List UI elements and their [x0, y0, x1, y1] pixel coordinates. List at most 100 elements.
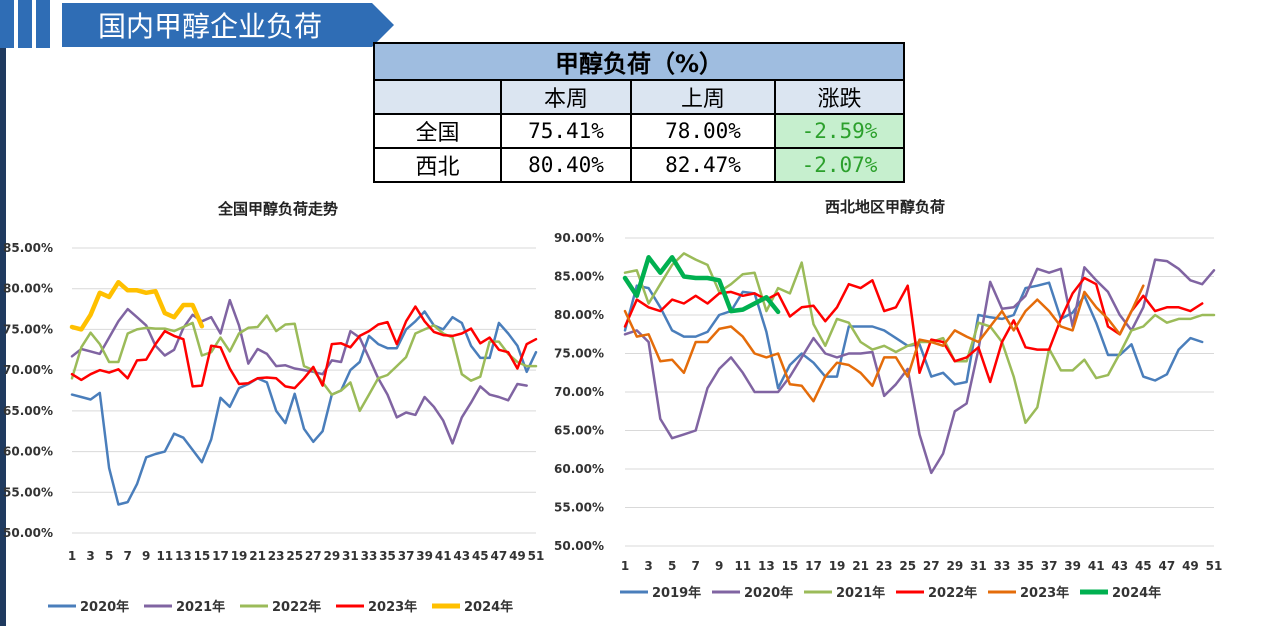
table-row: 全国 75.41% 78.00% -2.59%	[373, 113, 905, 149]
series-line-2	[70, 314, 538, 413]
x-tick-label: 7	[124, 549, 132, 563]
x-tick-label: 37	[1041, 559, 1058, 573]
x-tick-label: 25	[286, 549, 303, 563]
x-tick-label: 5	[668, 559, 676, 573]
x-tick-label: 51	[1206, 559, 1223, 573]
legend-label: 2022年	[272, 599, 321, 615]
this-week-value: 80.40%	[500, 147, 632, 183]
banner-shape	[62, 3, 394, 47]
change-value: -2.59%	[774, 113, 905, 149]
x-tick-label: 11	[734, 559, 751, 573]
x-tick-label: 47	[1159, 559, 1176, 573]
x-tick-label: 43	[453, 549, 470, 563]
x-tick-label: 15	[194, 549, 211, 563]
this-week-value: 75.41%	[500, 113, 632, 149]
last-week-value: 78.00%	[630, 113, 776, 149]
y-tick-label: 70.00%	[554, 385, 604, 399]
x-tick-label: 25	[899, 559, 916, 573]
series-line-3	[70, 305, 538, 390]
y-tick-label: 70.00%	[3, 363, 53, 377]
x-tick-label: 7	[692, 559, 700, 573]
legend-label: 2021年	[176, 599, 225, 615]
header-stripe-2	[18, 0, 32, 48]
change-value: -2.07%	[774, 147, 905, 183]
x-tick-label: 9	[715, 559, 723, 573]
table-corner-cell	[373, 79, 502, 115]
x-tick-label: 9	[142, 549, 150, 563]
chart-title: 西北地区甲醇负荷	[825, 198, 945, 216]
x-tick-label: 27	[305, 549, 322, 563]
x-tick-label: 29	[946, 559, 963, 573]
row-region: 全国	[373, 113, 502, 149]
legend-label: 2022年	[928, 585, 977, 601]
x-tick-label: 33	[361, 549, 378, 563]
series-line-3	[623, 276, 1204, 384]
header-stripe-3	[36, 0, 50, 48]
chart-title: 全国甲醇负荷走势	[217, 200, 338, 218]
x-tick-label: 13	[758, 559, 775, 573]
legend-label: 2021年	[836, 585, 885, 601]
x-tick-label: 5	[105, 549, 113, 563]
x-tick-label: 45	[472, 549, 489, 563]
table-row: 西北 80.40% 82.47% -2.07%	[373, 147, 905, 183]
x-tick-label: 31	[342, 549, 359, 563]
x-tick-label: 49	[1182, 559, 1199, 573]
header-stripe-1	[0, 0, 14, 48]
x-tick-label: 49	[509, 549, 526, 563]
series-line-0	[70, 310, 538, 506]
y-tick-label: 50.00%	[554, 539, 604, 553]
legend-label: 2019年	[652, 585, 701, 601]
x-tick-label: 23	[876, 559, 893, 573]
x-tick-label: 47	[491, 549, 508, 563]
column-header-last-week: 上周	[630, 79, 776, 115]
y-tick-label: 65.00%	[3, 404, 53, 418]
y-tick-label: 50.00%	[3, 526, 53, 540]
page-title: 国内甲醇企业负荷	[98, 10, 323, 43]
x-tick-label: 21	[249, 549, 266, 563]
x-tick-label: 3	[644, 559, 652, 573]
y-tick-label: 60.00%	[554, 462, 604, 476]
x-tick-label: 39	[416, 549, 433, 563]
x-tick-label: 27	[923, 559, 940, 573]
y-tick-label: 55.00%	[554, 501, 604, 515]
y-tick-label: 80.00%	[3, 282, 53, 296]
y-tick-label: 85.00%	[3, 241, 53, 255]
legend-label: 2024年	[464, 599, 513, 615]
x-tick-label: 1	[68, 549, 76, 563]
column-header-change: 涨跌	[774, 79, 905, 115]
legend-label: 2023年	[368, 599, 417, 615]
x-tick-label: 23	[268, 549, 285, 563]
x-tick-label: 51	[528, 549, 545, 563]
x-tick-label: 11	[156, 549, 173, 563]
y-tick-label: 55.00%	[3, 485, 53, 499]
legend-label: 2020年	[80, 599, 129, 615]
series-line-4	[69, 279, 205, 332]
y-tick-label: 60.00%	[3, 445, 53, 459]
legend-label: 2020年	[744, 585, 793, 601]
legend-label: 2024年	[1112, 585, 1161, 601]
x-tick-label: 13	[175, 549, 192, 563]
x-tick-label: 21	[852, 559, 869, 573]
y-tick-label: 75.00%	[554, 347, 604, 361]
y-tick-label: 65.00%	[554, 424, 604, 438]
x-tick-label: 31	[970, 559, 987, 573]
x-tick-label: 39	[1064, 559, 1081, 573]
series-line-5	[622, 255, 781, 315]
load-table: 甲醇负荷（%） 本周 上周 涨跌 全国 75.41% 78.00% -2.59%…	[373, 42, 905, 183]
x-tick-label: 19	[231, 549, 248, 563]
x-tick-label: 35	[1017, 559, 1034, 573]
legend-label: 2023年	[1020, 585, 1069, 601]
x-tick-label: 15	[782, 559, 799, 573]
table-title: 甲醇负荷（%）	[373, 42, 905, 81]
x-tick-label: 41	[1088, 559, 1105, 573]
x-tick-label: 29	[323, 549, 340, 563]
x-tick-label: 1	[621, 559, 629, 573]
series-line-1	[623, 258, 1216, 475]
last-week-value: 82.47%	[630, 147, 776, 183]
title-banner: 国内甲醇企业负荷	[62, 3, 394, 47]
x-tick-label: 41	[435, 549, 452, 563]
column-header-this-week: 本周	[500, 79, 632, 115]
y-tick-label: 90.00%	[554, 231, 604, 245]
